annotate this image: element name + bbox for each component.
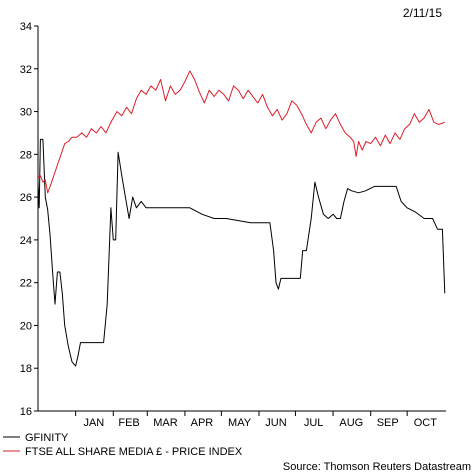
x-month-label: FEB — [118, 417, 139, 429]
series-line-gfinity — [37, 138, 446, 367]
plot-series — [37, 70, 446, 367]
y-tick-label: 24 — [20, 235, 32, 247]
x-month-label: SEP — [377, 417, 399, 429]
y-tick-label: 28 — [20, 149, 32, 161]
x-month-label: JUL — [304, 417, 324, 429]
legend: GFINITY FTSE ALL SHARE MEDIA £ - PRICE I… — [3, 432, 243, 458]
y-tick-label: 20 — [20, 320, 32, 332]
x-month-label: APR — [191, 417, 214, 429]
y-axis: 16 18 20 22 24 26 28 30 32 34 — [20, 21, 39, 418]
y-tick-label: 16 — [20, 406, 32, 418]
series-line-ftse-media — [37, 70, 445, 194]
x-month-label: JAN — [83, 417, 104, 429]
legend-label-gfinity: GFINITY — [25, 432, 69, 444]
x-month-label: MAR — [153, 417, 178, 429]
y-tick-label: 26 — [20, 192, 32, 204]
date-label: 2/11/15 — [403, 6, 442, 20]
x-axis: JAN FEB MAR APR MAY JUN JUL AUG SEP OCT — [38, 410, 446, 429]
y-tick-label: 18 — [20, 363, 32, 375]
y-tick-label: 22 — [20, 278, 32, 290]
x-month-label: AUG — [339, 417, 363, 429]
y-tick-label: 30 — [20, 107, 32, 119]
source-note: Source: Thomson Reuters Datastream — [283, 461, 471, 473]
x-month-label: OCT — [414, 417, 438, 429]
legend-label-ftse-media: FTSE ALL SHARE MEDIA £ - PRICE INDEX — [25, 446, 243, 458]
x-month-label: MAY — [228, 417, 252, 429]
y-tick-label: 32 — [20, 64, 32, 76]
y-tick-label: 34 — [20, 21, 32, 33]
x-month-label: JUN — [265, 417, 286, 429]
